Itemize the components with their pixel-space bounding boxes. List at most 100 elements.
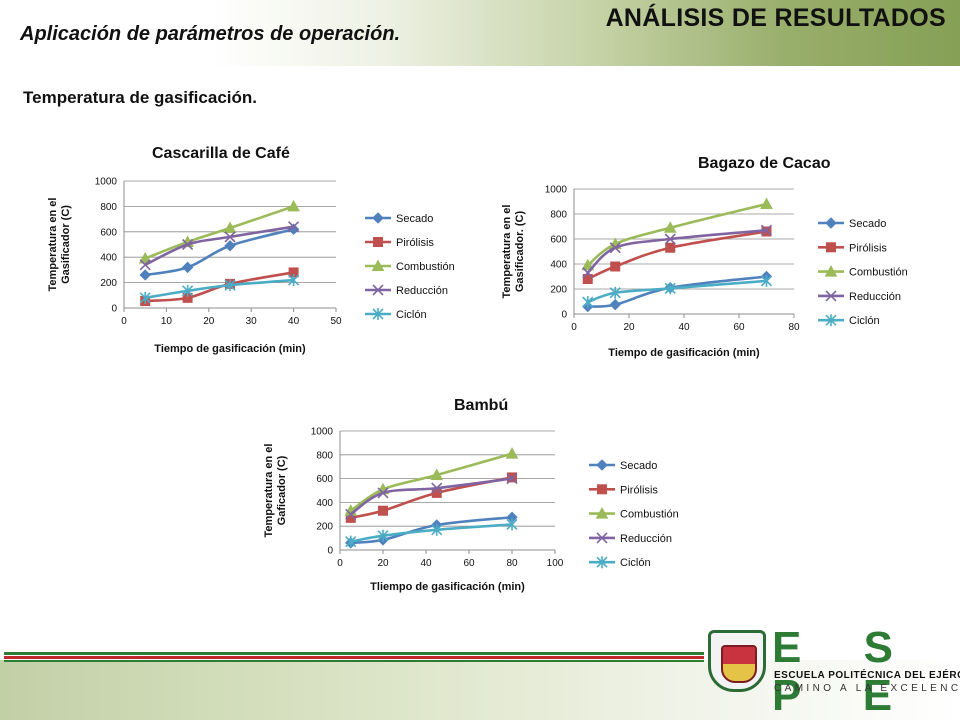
legend-marker	[372, 308, 384, 320]
y-tick-label: 800	[316, 450, 333, 461]
x-axis-label: Tiempo de gasificación (min)	[154, 343, 306, 355]
footer-stripes	[4, 652, 704, 663]
y-tick-label: 0	[561, 310, 567, 321]
legend-marker	[825, 290, 837, 302]
data-point	[377, 529, 389, 542]
series-line	[144, 228, 294, 277]
data-point	[609, 298, 621, 311]
chart-svg: Bambú 0 200 400 600 800 1000 0 20 40 60 80 100 Tliemp…	[263, 397, 679, 593]
legend-marker	[371, 259, 385, 271]
x-tick-label: 50	[330, 316, 342, 327]
chart-legend: Secado Pirólisis Combustión Reducción Ciclón	[365, 212, 455, 321]
chart-bambu: Bambú 0 200 400 600 800 1000 0 20 40 60 80 100 Tliemp…	[256, 390, 716, 607]
series-secado	[582, 270, 773, 313]
x-tick-label: 80	[788, 322, 800, 333]
series-line	[587, 230, 767, 281]
y-tick-label: 400	[550, 260, 567, 271]
series-reduccion	[345, 473, 518, 520]
x-axis-label: Tliempo de gasificación (min)	[370, 581, 525, 593]
data-point	[182, 238, 194, 251]
data-point	[609, 242, 621, 254]
data-point	[610, 261, 621, 272]
legend-label: Secado	[396, 213, 433, 225]
y-tick-label: 200	[550, 285, 567, 296]
y-tick-label: 800	[100, 202, 117, 213]
legend-marker	[824, 265, 838, 277]
legend-label: Reducción	[396, 285, 448, 297]
data-point	[224, 279, 236, 292]
series-line	[587, 275, 767, 308]
data-point	[760, 197, 773, 209]
legend-label: Pirólisis	[849, 242, 887, 254]
data-point	[760, 224, 773, 236]
y-tick-label: 400	[316, 498, 333, 509]
legend-label: Secado	[620, 460, 657, 472]
x-tick-label: 30	[246, 316, 258, 327]
data-point	[139, 259, 151, 271]
data-point	[507, 472, 517, 483]
espe-letters: E S P E	[772, 623, 918, 720]
chart-svg: Bagazo de Cacao 0 200 400 600 800 1000 0 20 40 60 8…	[501, 155, 908, 359]
y-tick-label: 0	[327, 546, 333, 557]
data-point	[223, 221, 237, 233]
data-point	[760, 274, 773, 287]
data-point	[377, 487, 389, 499]
data-point	[430, 468, 444, 481]
series-line	[144, 225, 294, 266]
legend-label: Ciclón	[620, 557, 651, 569]
chart-title: Bambú	[454, 397, 508, 414]
section-heading: Temperatura de gasificación.	[23, 88, 257, 107]
y-tick-label: 200	[316, 522, 333, 533]
data-point	[431, 482, 443, 494]
data-point	[139, 291, 151, 304]
y-axis-label: Temperatura en el	[263, 444, 275, 538]
legend-marker	[373, 237, 383, 247]
chart-legend: Secado Pirólisis Combustión Reducción Ciclón	[589, 459, 679, 569]
slide-subtitle: Aplicación de parámetros de operación.	[20, 23, 401, 45]
y-tick-label: 1000	[311, 427, 334, 438]
x-tick-label: 60	[463, 558, 475, 569]
legend-label: Combustión	[396, 261, 455, 273]
series-line	[350, 523, 513, 543]
chart-title: Bagazo de Cacao	[698, 155, 831, 172]
legend-label: Reducción	[620, 533, 672, 545]
legend-marker	[596, 459, 608, 471]
legend-label: Pirólisis	[620, 484, 658, 496]
data-point	[582, 274, 593, 284]
espe-motto: CAMINO A LA EXCELENCIA	[774, 683, 960, 694]
chart-bagazo-cacao: Bagazo de Cacao 0 200 400 600 800 1000 0 20 40 60 8…	[494, 148, 954, 375]
series-pirolisis	[582, 226, 772, 284]
x-tick-label: 40	[420, 558, 432, 569]
espe-logo: E S P E ESCUELA POLITÉCNICA DEL EJÉRCITO…	[708, 624, 960, 720]
header-band	[0, 0, 960, 66]
data-point	[182, 284, 194, 297]
data-point	[288, 274, 300, 287]
data-point	[582, 296, 594, 309]
series-line	[586, 228, 767, 274]
legend-marker	[825, 217, 837, 229]
legend-label: Combustión	[849, 267, 908, 279]
data-point	[505, 447, 519, 459]
x-tick-label: 60	[733, 322, 745, 333]
data-point	[345, 535, 357, 548]
y-tick-label: 600	[550, 235, 567, 246]
legend-marker	[597, 484, 607, 495]
legend-label: Pirólisis	[396, 237, 434, 249]
x-tick-label: 40	[288, 316, 300, 327]
x-tick-label: 0	[121, 316, 127, 327]
series-line	[144, 205, 295, 260]
data-point	[287, 199, 300, 212]
series-reduccion	[139, 221, 300, 271]
series-line	[587, 279, 767, 304]
data-point	[582, 267, 594, 279]
y-axis-label: Temperatura en el	[501, 205, 513, 299]
series-ciclon	[139, 274, 300, 304]
series-line	[586, 202, 767, 267]
y-axis-label: Gasificador (C)	[60, 205, 72, 284]
chart-legend: Secado Pirólisis Combustión Reducción Ciclón	[818, 217, 908, 327]
y-tick-label: 600	[316, 474, 333, 485]
series-line	[145, 271, 294, 303]
series-line	[349, 477, 513, 516]
data-point	[224, 240, 236, 252]
x-axis-label: Tiempo de gasificación (min)	[608, 347, 760, 359]
